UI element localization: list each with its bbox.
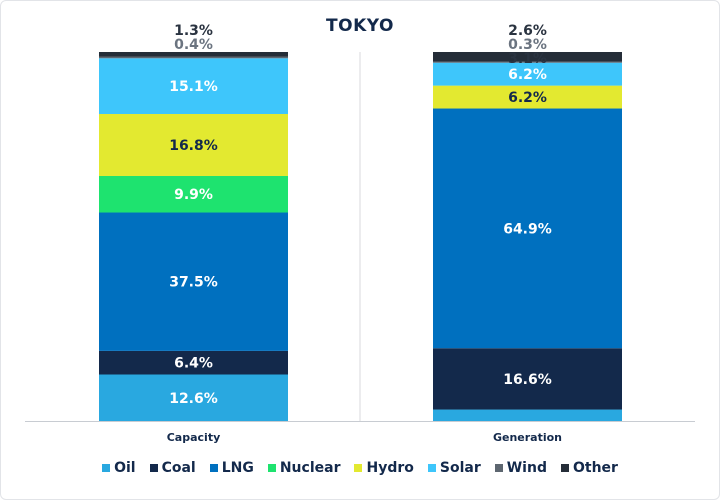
legend-label: Oil — [114, 460, 136, 476]
legend-item-oil: Oil — [102, 460, 136, 476]
legend-label: Wind — [506, 460, 547, 476]
legend-swatch — [560, 464, 569, 472]
legend-swatch — [354, 464, 363, 472]
bar-segment-wind — [433, 61, 622, 63]
data-label: 64.9% — [503, 221, 552, 237]
data-label: 37.5% — [169, 275, 218, 291]
x-tick-label: Generation — [493, 431, 562, 444]
chart-title: TOKYO — [326, 16, 394, 36]
legend-label: Hydro — [366, 460, 414, 476]
legend: Oil Coal LNG Nuclear Hydro Solar Wind Other — [0, 460, 720, 476]
legend-swatch — [427, 464, 436, 472]
data-label: 6.2% — [508, 67, 547, 83]
bar-segment-coal — [433, 348, 622, 410]
legend-label: Other — [572, 460, 618, 476]
legend-item-hydro: Hydro — [354, 460, 414, 476]
bar-segment-solar — [99, 58, 288, 114]
x-tick-label: Capacity — [167, 431, 221, 444]
legend-item-solar: Solar — [427, 460, 481, 476]
data-label: 15.1% — [169, 79, 218, 95]
legend-label: Solar — [439, 460, 481, 476]
data-label: 9.9% — [174, 187, 213, 203]
data-label: 1.3% — [174, 23, 213, 39]
legend-label: Coal — [161, 460, 196, 476]
bar-segment-other — [99, 52, 288, 57]
legend-label: LNG — [221, 460, 254, 476]
data-label: 16.6% — [503, 372, 552, 388]
bar-segment-coal — [99, 350, 288, 375]
data-label: 2.6% — [508, 23, 547, 39]
bar-segment-hydro — [433, 85, 622, 109]
legend-swatch — [209, 464, 218, 472]
legend-swatch — [494, 464, 503, 472]
legend-label: Nuclear — [279, 460, 341, 476]
legend-swatch — [102, 464, 111, 472]
bar-segment-lng — [433, 108, 622, 349]
bar-segment-other — [433, 52, 622, 62]
data-label: 6.4% — [174, 356, 213, 372]
data-label: 0.4% — [174, 37, 213, 53]
data-label: 0.3% — [508, 37, 547, 53]
data-label: 16.8% — [169, 138, 218, 154]
legend-item-nuclear: Nuclear — [267, 460, 341, 476]
legend-item-coal: Coal — [149, 460, 196, 476]
legend-item-other: Other — [560, 460, 618, 476]
bar-segment-solar — [433, 62, 622, 86]
data-label: 12.6% — [169, 391, 218, 407]
legend-item-lng: LNG — [209, 460, 254, 476]
bar-segment-oil — [99, 374, 288, 421]
legend-item-wind: Wind — [494, 460, 547, 476]
data-label: 6.2% — [508, 90, 547, 106]
data-label: 3.1% — [508, 51, 547, 67]
bar-segment-lng — [99, 212, 288, 351]
legend-swatch — [267, 464, 276, 472]
bar-segment-hydro — [99, 113, 288, 176]
bar-segment-oil — [433, 409, 622, 421]
legend-swatch — [149, 464, 158, 472]
bar-segment-wind — [99, 56, 288, 59]
bar-segment-nuclear — [99, 175, 288, 213]
